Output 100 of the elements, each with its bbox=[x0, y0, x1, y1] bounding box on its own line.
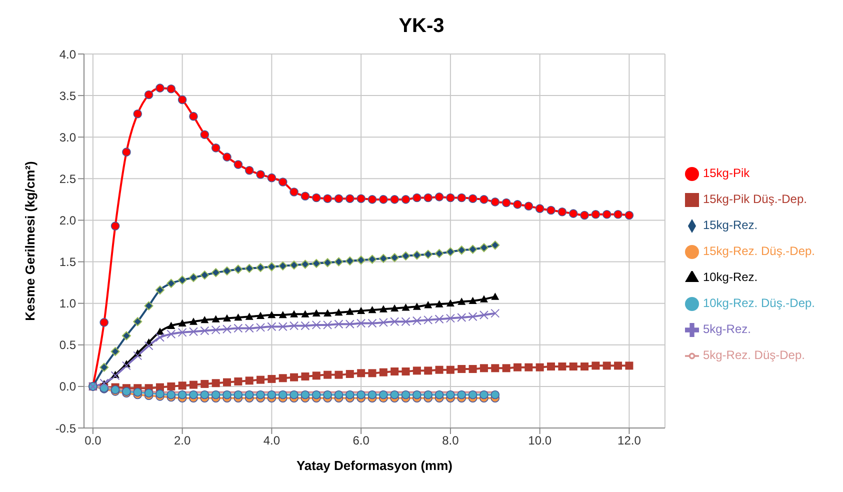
x-tick-label: 12.0 bbox=[618, 434, 642, 448]
point bbox=[189, 318, 198, 325]
point bbox=[178, 276, 187, 285]
point bbox=[513, 363, 522, 372]
point bbox=[166, 278, 176, 288]
point bbox=[244, 264, 254, 273]
point bbox=[290, 390, 298, 400]
point bbox=[211, 268, 220, 278]
point bbox=[166, 84, 176, 94]
point bbox=[513, 200, 522, 209]
point bbox=[334, 308, 343, 316]
point bbox=[278, 390, 288, 400]
point bbox=[144, 301, 154, 310]
point bbox=[446, 390, 455, 400]
point bbox=[346, 370, 354, 378]
point bbox=[412, 250, 422, 260]
point bbox=[490, 240, 500, 250]
point bbox=[256, 263, 266, 272]
point bbox=[200, 130, 210, 140]
point bbox=[301, 372, 310, 380]
y-tick-label: 1.0 bbox=[59, 296, 76, 311]
point bbox=[602, 362, 611, 370]
point bbox=[424, 366, 432, 375]
point bbox=[200, 326, 210, 336]
point bbox=[424, 390, 433, 400]
point bbox=[100, 318, 109, 327]
point bbox=[446, 314, 455, 323]
point bbox=[480, 364, 488, 372]
y-tick-label: 3.5 bbox=[59, 88, 76, 103]
y-tick-label: 4.0 bbox=[59, 47, 76, 62]
point bbox=[424, 315, 433, 324]
point bbox=[435, 366, 444, 374]
point bbox=[323, 258, 332, 268]
point bbox=[122, 331, 131, 340]
point bbox=[267, 322, 276, 332]
point bbox=[602, 210, 612, 219]
point bbox=[256, 390, 265, 400]
point bbox=[379, 368, 388, 376]
point bbox=[401, 317, 410, 326]
point bbox=[424, 193, 433, 202]
point bbox=[324, 309, 332, 317]
point bbox=[625, 362, 634, 370]
point bbox=[412, 366, 421, 375]
point bbox=[412, 316, 422, 326]
point bbox=[167, 322, 176, 329]
point bbox=[401, 195, 410, 204]
point bbox=[278, 374, 287, 382]
point bbox=[502, 364, 510, 372]
point bbox=[290, 373, 298, 382]
point bbox=[178, 319, 186, 326]
y-tick-label: 3.0 bbox=[59, 130, 76, 144]
point bbox=[122, 148, 131, 156]
point bbox=[222, 152, 232, 162]
point bbox=[100, 362, 109, 372]
point bbox=[290, 310, 298, 318]
point bbox=[133, 388, 142, 397]
point bbox=[402, 367, 410, 376]
point bbox=[390, 367, 399, 376]
legend-label: 5kg-Rez. bbox=[702, 322, 751, 336]
point bbox=[592, 362, 600, 370]
point bbox=[490, 198, 500, 206]
point bbox=[166, 330, 176, 339]
point bbox=[234, 160, 243, 169]
point bbox=[345, 320, 354, 329]
point bbox=[133, 351, 142, 360]
point bbox=[390, 253, 400, 262]
point bbox=[110, 222, 120, 230]
y-tick-label: 2.0 bbox=[59, 213, 76, 228]
point bbox=[222, 390, 232, 400]
point bbox=[110, 371, 120, 380]
point bbox=[189, 380, 198, 389]
point bbox=[312, 258, 321, 268]
point bbox=[200, 270, 210, 280]
point bbox=[479, 310, 488, 320]
point bbox=[211, 390, 220, 400]
point bbox=[300, 321, 310, 330]
point bbox=[268, 310, 276, 318]
point bbox=[334, 257, 344, 266]
point bbox=[412, 193, 422, 202]
point bbox=[435, 300, 444, 308]
point bbox=[144, 388, 154, 398]
point bbox=[546, 206, 556, 215]
point bbox=[368, 254, 377, 264]
point bbox=[223, 314, 232, 322]
point bbox=[290, 188, 298, 196]
point bbox=[490, 308, 500, 318]
legend-label: 15kg-Rez. bbox=[702, 218, 758, 232]
point bbox=[188, 273, 198, 282]
point bbox=[535, 204, 544, 213]
point bbox=[155, 332, 164, 342]
point bbox=[268, 374, 276, 383]
point bbox=[379, 305, 388, 312]
point bbox=[312, 193, 321, 202]
point bbox=[211, 144, 220, 152]
point bbox=[468, 390, 478, 400]
point bbox=[345, 256, 354, 266]
point bbox=[245, 376, 254, 385]
legend-label: 10kg-Rez. Düş.-Dep. bbox=[702, 296, 815, 310]
point bbox=[245, 312, 254, 320]
point bbox=[357, 306, 366, 314]
